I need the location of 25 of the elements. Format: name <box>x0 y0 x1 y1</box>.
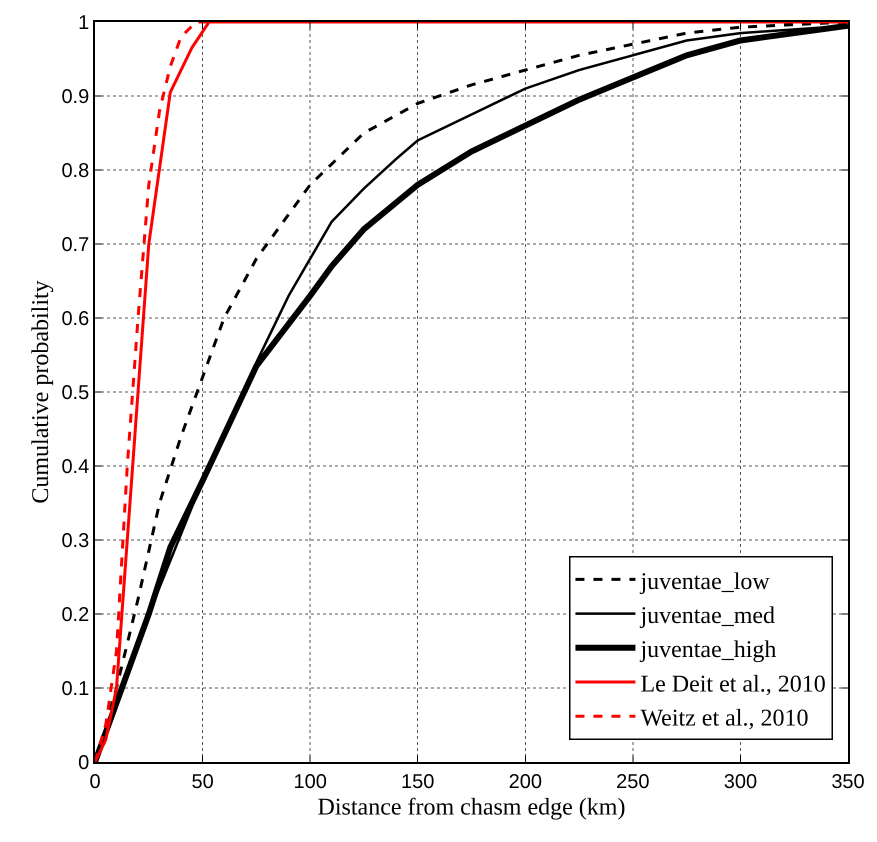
y-tick-label: 0.7 <box>61 234 90 256</box>
y-tick-label: 0.2 <box>61 604 90 626</box>
x-tick-label: 100 <box>293 770 327 793</box>
x-tick-label: 300 <box>724 770 758 793</box>
legend-label: Le Deit et al., 2010 <box>640 671 826 698</box>
y-axis-title: Cumulative probability <box>28 280 54 504</box>
y-tick-label: 1 <box>78 12 90 34</box>
x-tick-label: 150 <box>401 770 434 793</box>
y-tick-label: 0.8 <box>61 160 90 182</box>
x-tick-label: 200 <box>508 770 542 793</box>
y-tick-label: 0 <box>78 752 90 774</box>
legend-label: juventae_low <box>639 568 770 595</box>
y-tick-label: 0.5 <box>61 382 90 404</box>
y-tick-label: 0.4 <box>61 456 90 478</box>
x-axis-title: Distance from chasm edge (km) <box>318 794 626 821</box>
legend-label: juventae_high <box>639 637 776 664</box>
y-tick-label: 0.3 <box>61 530 90 552</box>
y-tick-label: 0.1 <box>61 678 90 700</box>
x-tick-label: 250 <box>616 770 650 793</box>
y-tick-label: 0.9 <box>61 86 90 108</box>
x-tick-label: 350 <box>831 770 865 793</box>
x-tick-label: 50 <box>191 770 214 793</box>
legend-label: Weitz et al., 2010 <box>640 706 808 732</box>
y-tick-label: 0.6 <box>61 308 90 330</box>
legend-label: juventae_med <box>639 602 776 629</box>
